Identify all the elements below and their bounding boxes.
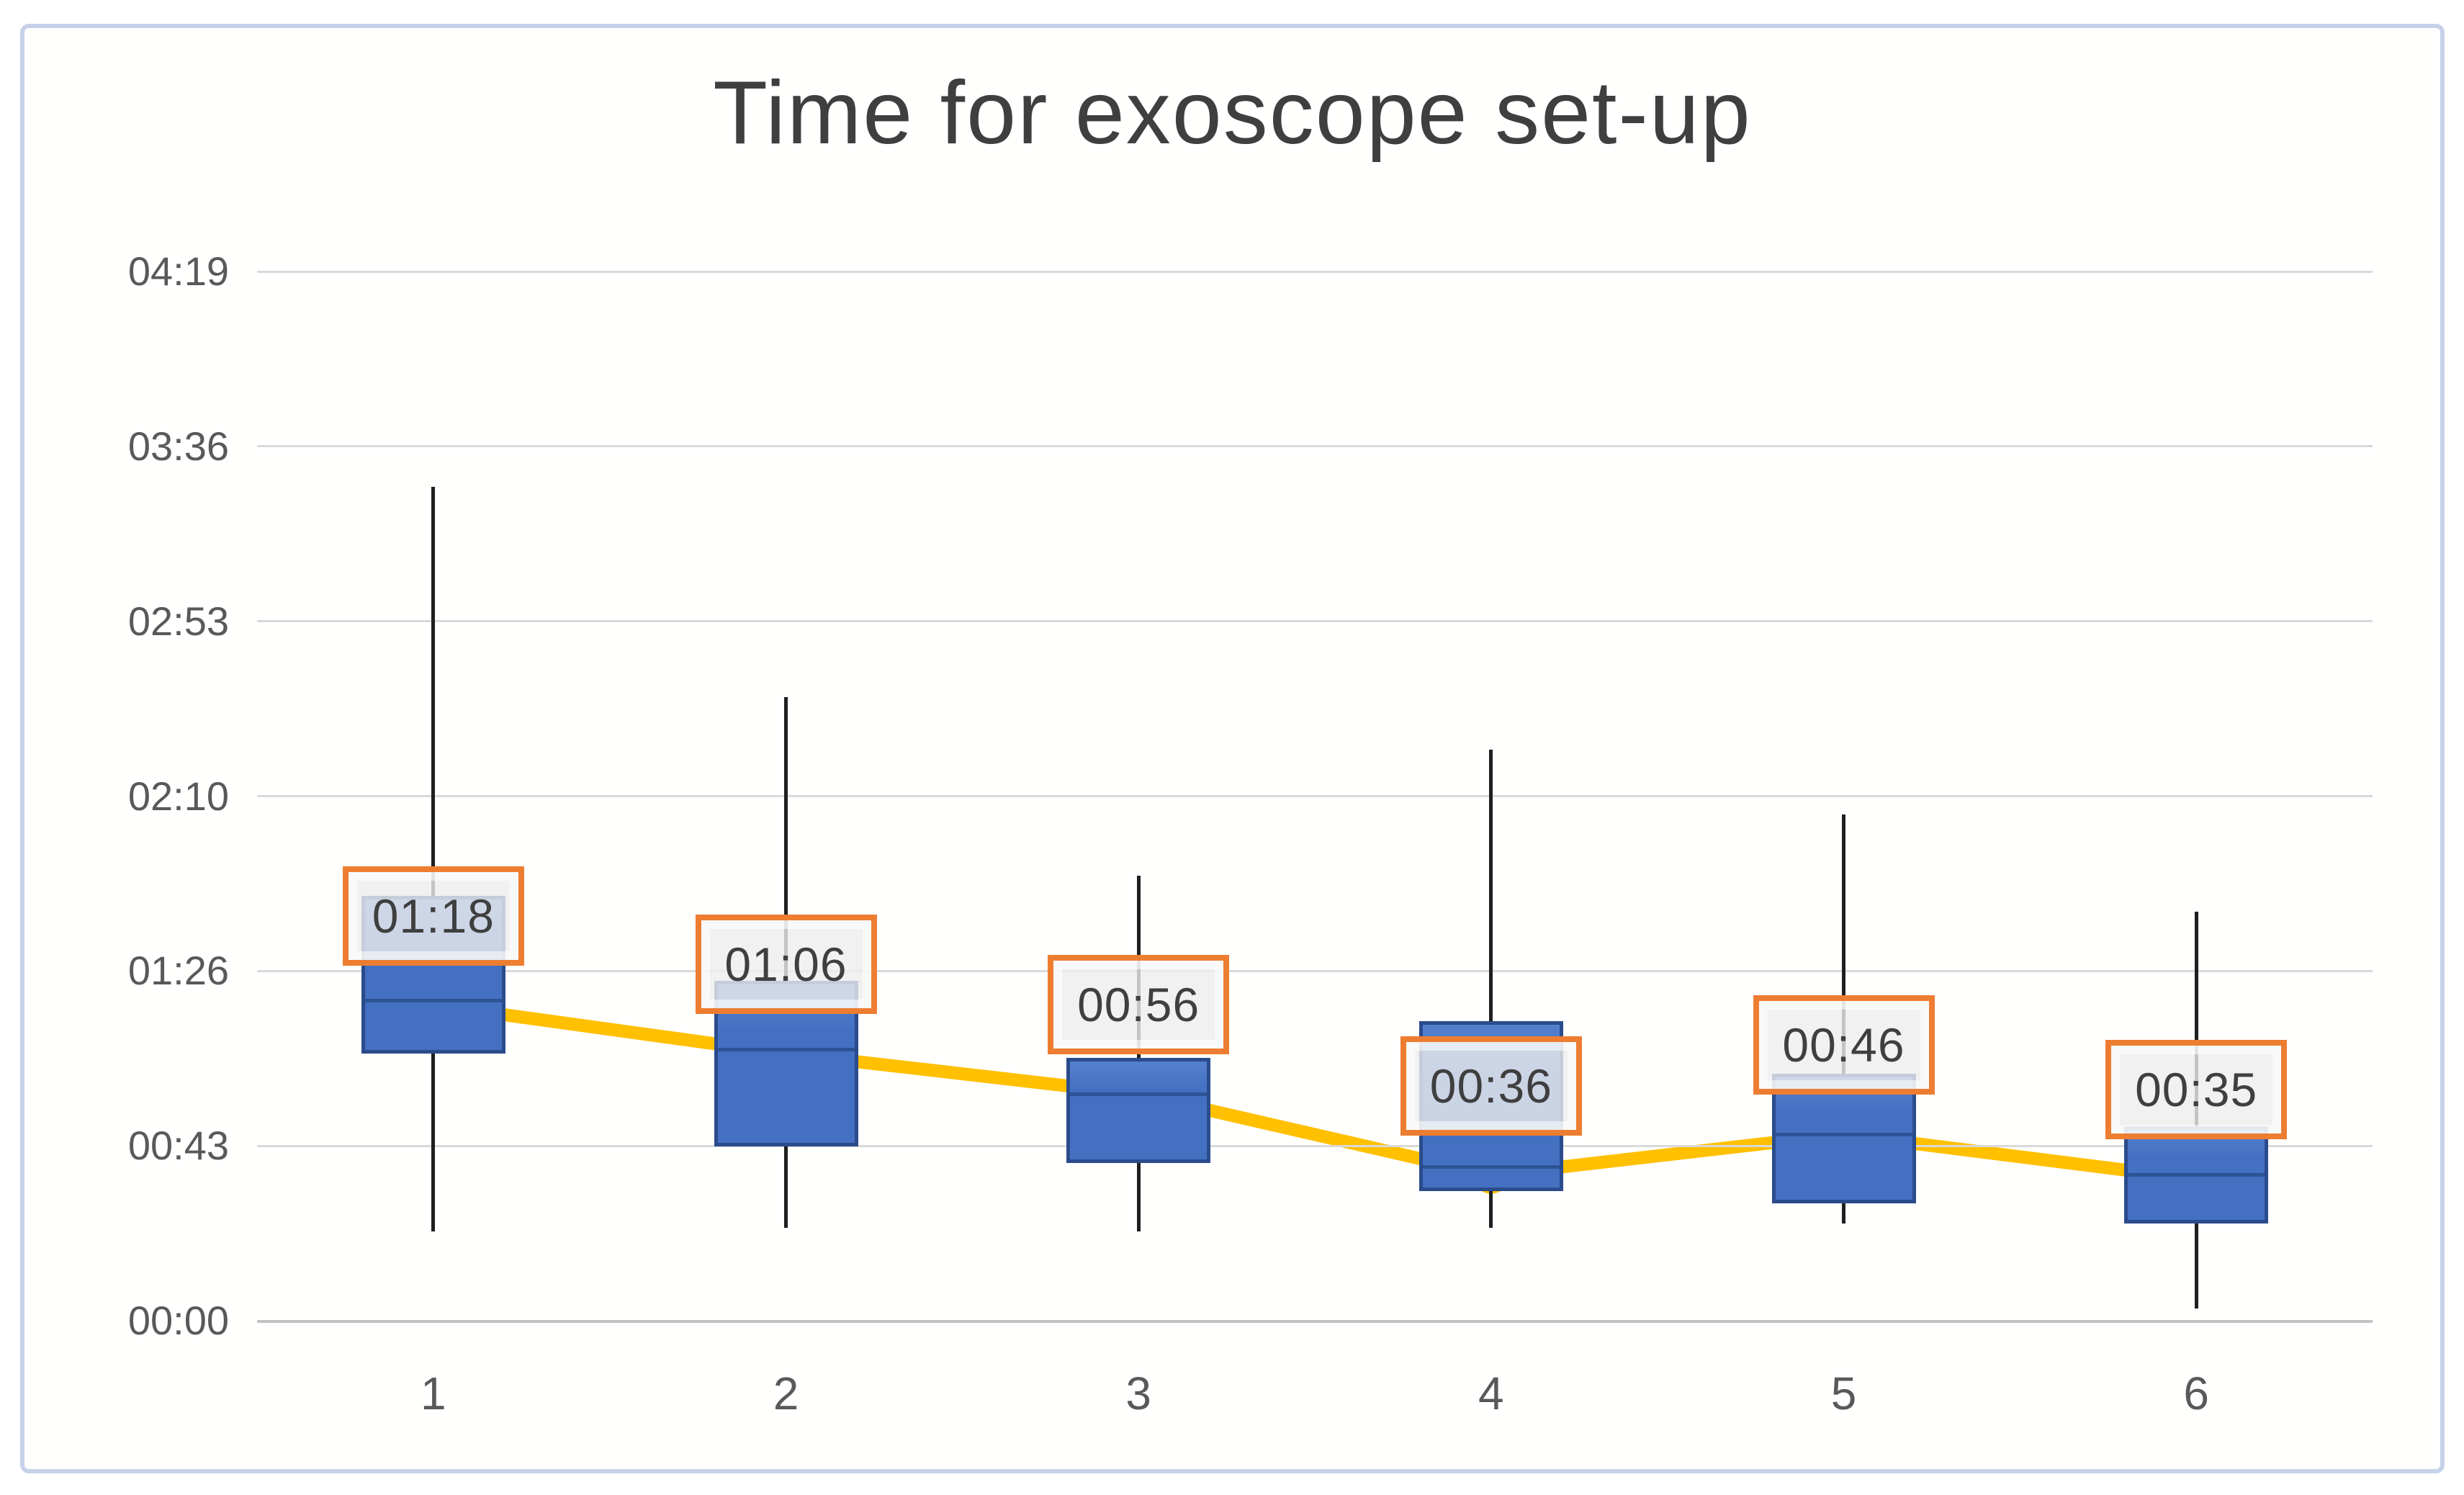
gridline-00:00 xyxy=(257,1319,2373,1323)
gridline-02:53 xyxy=(257,620,2373,623)
x-axis-tick-label-4: 4 xyxy=(1478,1368,1504,1419)
chart-border-frame xyxy=(20,24,2445,1473)
mean-data-label-category-5: 00:46 xyxy=(1753,995,1935,1095)
mean-data-label-category-1: 01:18 xyxy=(342,866,524,966)
median-line-category-5 xyxy=(1775,1132,1912,1136)
x-axis-tick-label-3: 3 xyxy=(1125,1368,1151,1419)
x-axis-tick-label-1: 1 xyxy=(421,1368,446,1419)
y-axis-tick-label: 04:19 xyxy=(127,248,229,294)
gridline-02:10 xyxy=(257,795,2373,797)
median-line-category-2 xyxy=(717,1047,855,1051)
x-axis-tick-label-5: 5 xyxy=(1830,1368,1857,1419)
whisker-range-category-1 xyxy=(431,487,436,1232)
y-axis-tick-label: 02:10 xyxy=(127,773,229,819)
mean-data-label-category-6: 00:35 xyxy=(2105,1040,2288,1140)
gridline-03:36 xyxy=(257,445,2373,448)
iqr-box-category-5 xyxy=(1771,1074,1916,1203)
plot-area: 01:18 01:06 00:56 00:36 00:46 00:35 xyxy=(257,270,2373,1323)
median-line-category-3 xyxy=(1070,1092,1208,1096)
median-line-category-6 xyxy=(2128,1173,2265,1177)
chart-title: Time for exoscope set-up xyxy=(713,63,1752,163)
mean-data-label-category-4: 00:36 xyxy=(1400,1036,1582,1136)
gridline-04:19 xyxy=(257,270,2373,273)
gridline-01:26 xyxy=(257,969,2373,972)
y-axis-tick-label: 02:53 xyxy=(127,598,229,644)
mean-data-label-category-2: 01:06 xyxy=(695,915,877,1014)
y-axis-tick-label: 00:00 xyxy=(127,1298,229,1343)
x-axis-tick-label-2: 2 xyxy=(773,1368,799,1419)
whisker-range-category-4 xyxy=(1489,750,1493,1228)
median-line-category-4 xyxy=(1422,1164,1560,1169)
x-axis-tick-label-6: 6 xyxy=(2183,1368,2209,1419)
mean-data-label-category-3: 00:56 xyxy=(1048,955,1230,1055)
gridline-00:43 xyxy=(257,1144,2373,1147)
median-line-category-1 xyxy=(364,999,502,1003)
y-axis-tick-label: 01:26 xyxy=(127,948,229,994)
y-axis-tick-label: 00:43 xyxy=(127,1123,229,1169)
iqr-box-category-3 xyxy=(1066,1057,1211,1163)
y-axis-tick-label: 03:36 xyxy=(127,423,229,469)
